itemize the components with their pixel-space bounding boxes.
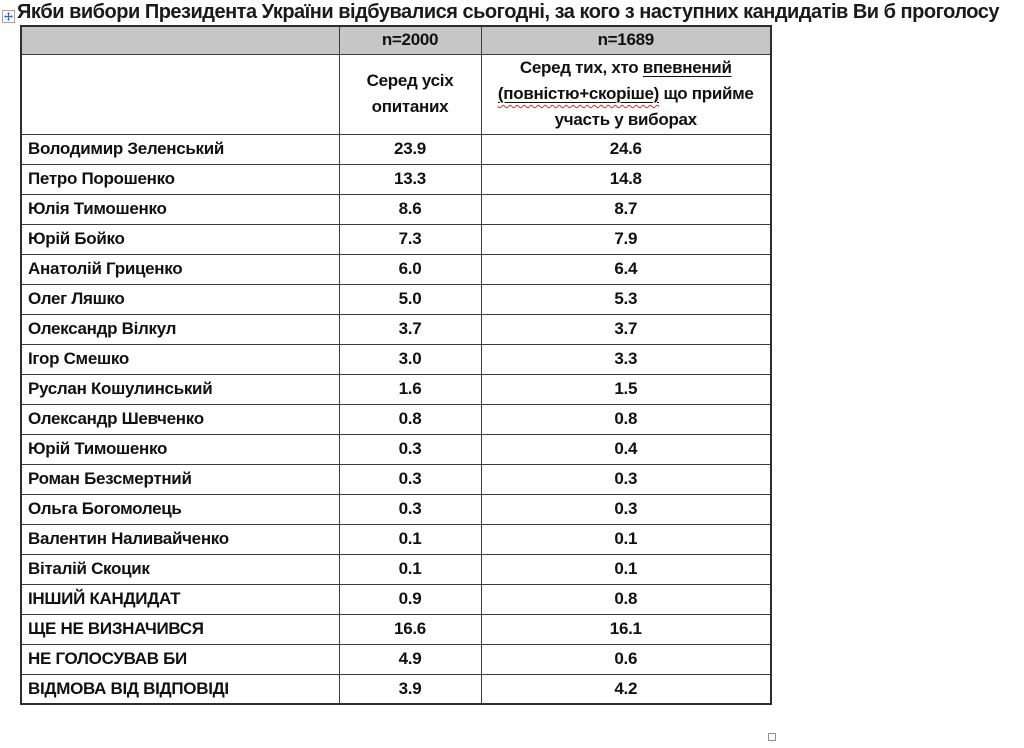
all-respondents-value-cell: 1.6 [338, 373, 482, 405]
candidate-name-cell: Анатолій Гриценко [20, 253, 340, 285]
candidate-row: ЩЕ НЕ ВИЗНАЧИВСЯ 16.6 16.1 [20, 613, 772, 645]
candidate-name-cell: Юрій Бойко [20, 223, 340, 255]
candidate-name-cell: НЕ ГОЛОСУВАВ БИ [20, 643, 340, 675]
header-text: Серед тих, хто [519, 57, 643, 77]
confident-voters-value-cell: 0.4 [480, 433, 772, 465]
all-respondents-value-cell: 8.6 [338, 193, 482, 225]
column-description-header-row: Серед усіх опитаних Серед тих, хто впевн… [20, 53, 772, 135]
candidate-name-cell: Олександр Шевченко [20, 403, 340, 435]
header-confident-voters-cell: Серед тих, хто впевнений (повністю+скорі… [480, 53, 772, 135]
all-respondents-value-cell: 7.3 [338, 223, 482, 255]
candidate-row: Олександр Вілкул 3.7 3.7 [20, 313, 772, 345]
confident-voters-value-cell: 0.8 [480, 403, 772, 435]
confident-voters-value-cell: 0.1 [480, 523, 772, 555]
candidate-name-cell: Олег Ляшко [20, 283, 340, 315]
candidate-row: ВІДМОВА ВІД ВІДПОВІДІ 3.9 4.2 [20, 673, 772, 705]
confident-voters-value-cell: 0.1 [480, 553, 772, 585]
all-respondents-value-cell: 3.0 [338, 343, 482, 375]
candidate-name-cell: Роман Безсмертний [20, 463, 340, 495]
candidate-row: Юлія Тимошенко 8.6 8.7 [20, 193, 772, 225]
all-respondents-value-cell: 3.9 [338, 673, 482, 705]
all-respondents-value-cell: 0.3 [338, 493, 482, 525]
sample-size-header-row: n=2000 n=1689 [20, 25, 772, 55]
spellcheck-flagged-text: (повністю+скоріше) [497, 83, 660, 103]
header-n1689-cell: n=1689 [480, 25, 772, 55]
candidate-row: Ольга Богомолець 0.3 0.3 [20, 493, 772, 525]
all-respondents-value-cell: 0.3 [338, 433, 482, 465]
candidate-row: Володимир Зеленський 23.9 24.6 [20, 133, 772, 165]
confident-voters-value-cell: 6.4 [480, 253, 772, 285]
candidate-row: Олександр Шевченко 0.8 0.8 [20, 403, 772, 435]
candidate-row: Валентин Наливайченко 0.1 0.1 [20, 523, 772, 555]
table-move-handle-icon[interactable] [2, 10, 15, 23]
header-n2000-cell: n=2000 [338, 25, 482, 55]
candidate-name-cell: Юрій Тимошенко [20, 433, 340, 465]
header-empty-cell [20, 53, 340, 135]
all-respondents-value-cell: 3.7 [338, 313, 482, 345]
candidate-row: Петро Порошенко 13.3 14.8 [20, 163, 772, 195]
candidate-name-cell: Юлія Тимошенко [20, 193, 340, 225]
confident-voters-value-cell: 14.8 [480, 163, 772, 195]
confident-voters-value-cell: 16.1 [480, 613, 772, 645]
confident-voters-value-cell: 0.3 [480, 463, 772, 495]
candidate-name-cell: Валентин Наливайченко [20, 523, 340, 555]
all-respondents-value-cell: 6.0 [338, 253, 482, 285]
all-respondents-value-cell: 0.1 [338, 553, 482, 585]
candidate-row: Юрій Тимошенко 0.3 0.4 [20, 433, 772, 465]
all-respondents-value-cell: 13.3 [338, 163, 482, 195]
candidate-name-cell: Віталій Скоцик [20, 553, 340, 585]
candidate-row: Олег Ляшко 5.0 5.3 [20, 283, 772, 315]
candidate-name-cell: ІНШИЙ КАНДИДАТ [20, 583, 340, 615]
candidate-row: Роман Безсмертний 0.3 0.3 [20, 463, 772, 495]
all-respondents-value-cell: 0.1 [338, 523, 482, 555]
confident-voters-value-cell: 4.2 [480, 673, 772, 705]
confident-voters-value-cell: 7.9 [480, 223, 772, 255]
candidate-name-cell: Володимир Зеленський [20, 133, 340, 165]
candidate-row: Ігор Смешко 3.0 3.3 [20, 343, 772, 375]
candidate-row: Руслан Кошулинський 1.6 1.5 [20, 373, 772, 405]
candidate-row: Віталій Скоцик 0.1 0.1 [20, 553, 772, 585]
all-respondents-value-cell: 23.9 [338, 133, 482, 165]
question-title: Якби вибори Президента України відбували… [17, 1, 1000, 23]
confident-voters-value-cell: 1.5 [480, 373, 772, 405]
underlined-paren: (повністю+скоріше) [498, 84, 659, 103]
all-respondents-value-cell: 0.9 [338, 583, 482, 615]
candidate-name-cell: Руслан Кошулинський [20, 373, 340, 405]
confident-voters-value-cell: 0.8 [480, 583, 772, 615]
all-respondents-value-cell: 0.8 [338, 403, 482, 435]
confident-voters-value-cell: 3.7 [480, 313, 772, 345]
candidate-name-cell: ЩЕ НЕ ВИЗНАЧИВСЯ [20, 613, 340, 645]
candidate-row: ІНШИЙ КАНДИДАТ 0.9 0.8 [20, 583, 772, 615]
all-respondents-value-cell: 4.9 [338, 643, 482, 675]
header-all-respondents-cell: Серед усіх опитаних [338, 53, 482, 135]
header-empty-cell [20, 25, 340, 55]
confident-voters-value-cell: 0.3 [480, 493, 772, 525]
candidate-row: Юрій Бойко 7.3 7.9 [20, 223, 772, 255]
four-arrows-icon [4, 12, 13, 21]
underlined-word: впевнений [642, 57, 732, 77]
confident-voters-value-cell: 8.7 [480, 193, 772, 225]
candidate-name-cell: Петро Порошенко [20, 163, 340, 195]
header-text: що прийме участь у виборах [554, 83, 754, 130]
poll-results-table: n=2000 n=1689 Серед усіх опитаних Серед … [20, 25, 772, 706]
all-respondents-value-cell: 0.3 [338, 463, 482, 495]
candidate-row: НЕ ГОЛОСУВАВ БИ 4.9 0.6 [20, 643, 772, 675]
confident-voters-value-cell: 24.6 [480, 133, 772, 165]
table-resize-handle-icon[interactable] [768, 733, 776, 741]
candidate-name-cell: ВІДМОВА ВІД ВІДПОВІДІ [20, 673, 340, 705]
confident-voters-value-cell: 5.3 [480, 283, 772, 315]
candidate-name-cell: Ігор Смешко [20, 343, 340, 375]
all-respondents-value-cell: 16.6 [338, 613, 482, 645]
all-respondents-value-cell: 5.0 [338, 283, 482, 315]
candidate-row: Анатолій Гриценко 6.0 6.4 [20, 253, 772, 285]
candidate-name-cell: Ольга Богомолець [20, 493, 340, 525]
confident-voters-value-cell: 0.6 [480, 643, 772, 675]
confident-voters-value-cell: 3.3 [480, 343, 772, 375]
candidate-name-cell: Олександр Вілкул [20, 313, 340, 345]
